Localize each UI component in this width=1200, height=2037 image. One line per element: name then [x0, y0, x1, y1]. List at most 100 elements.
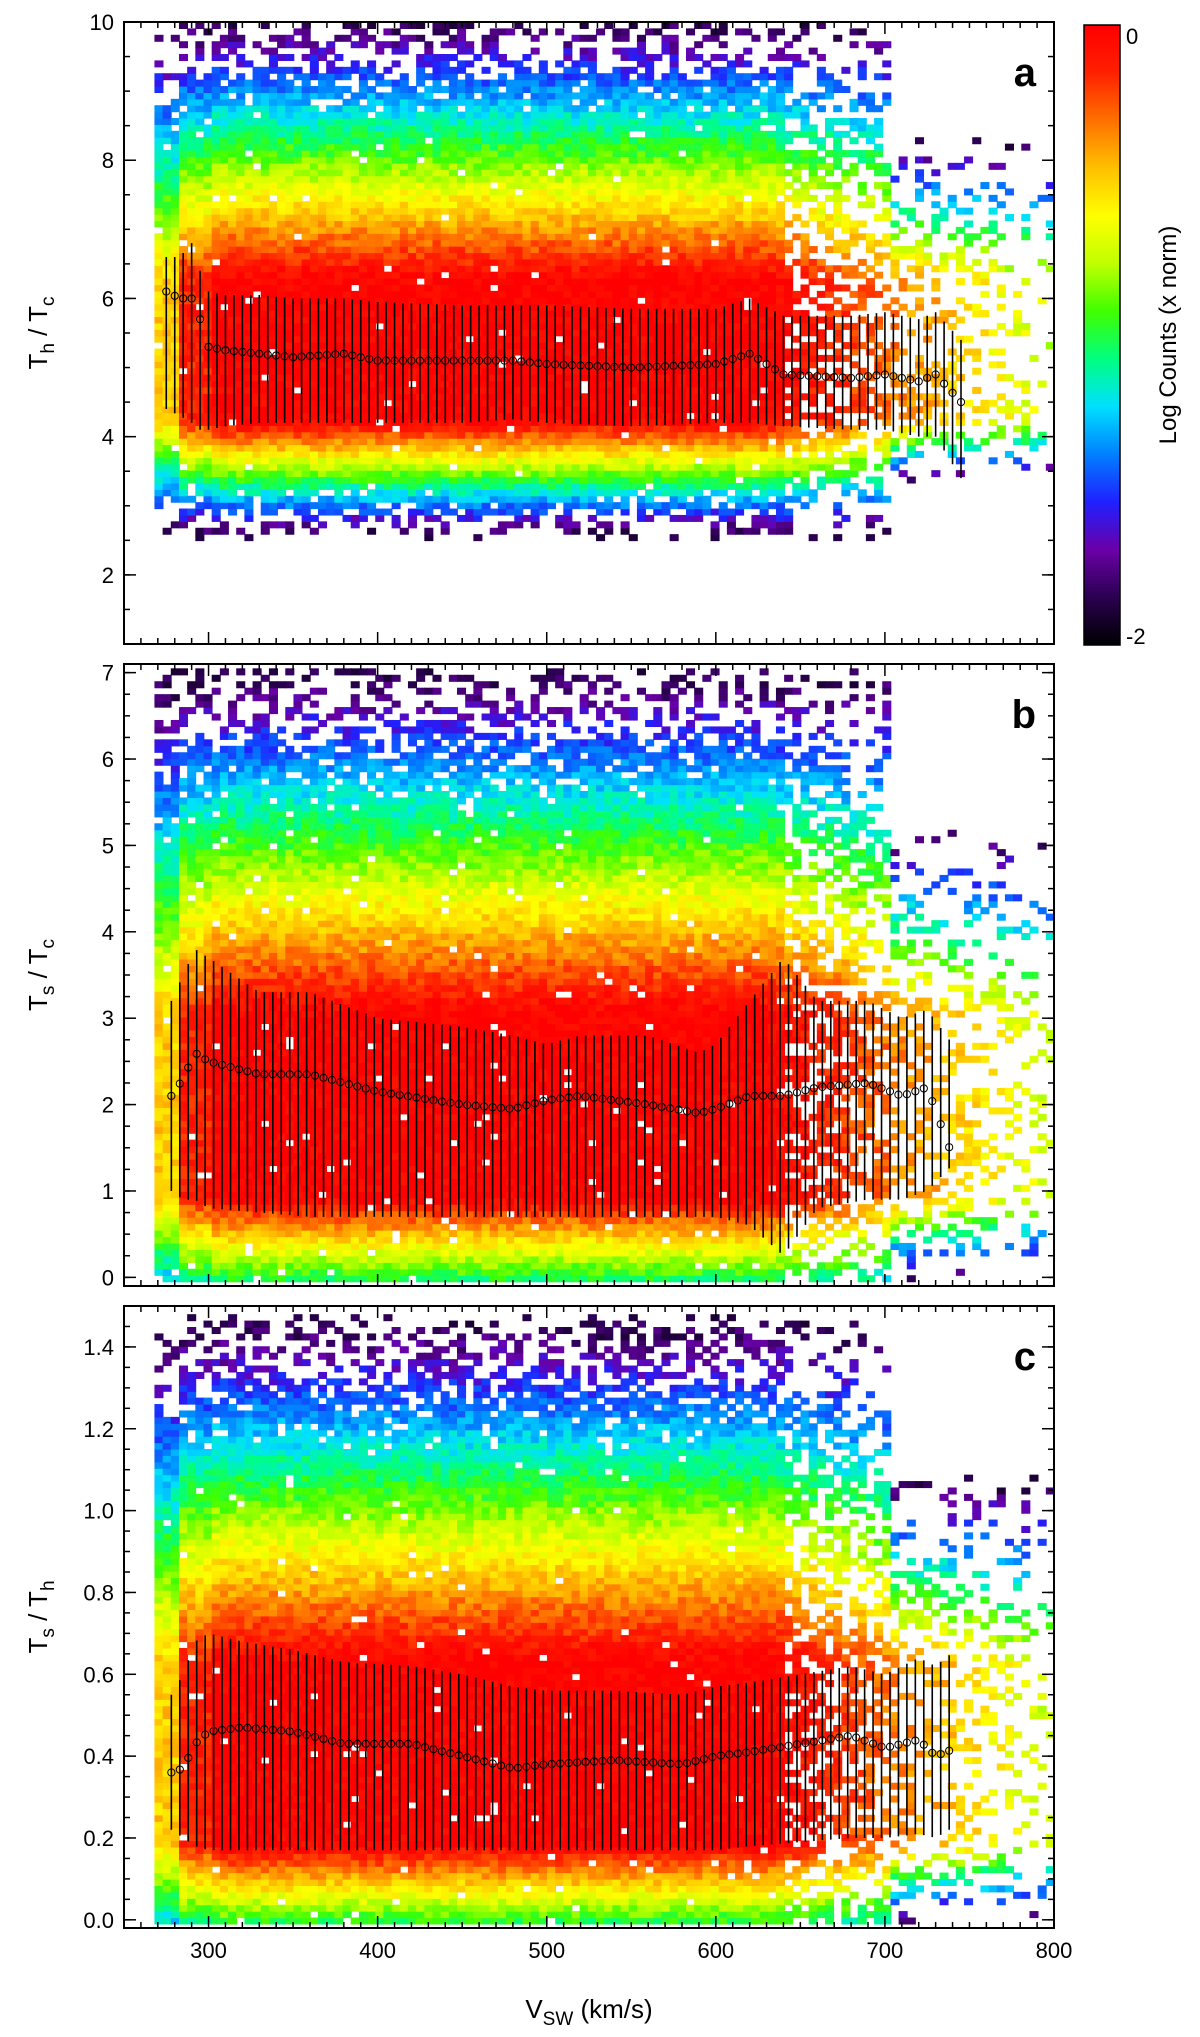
heatmap-cell — [260, 47, 270, 55]
heatmap-cell — [285, 143, 295, 151]
heatmap-cell — [530, 265, 540, 273]
heatmap-cell — [636, 34, 646, 42]
heatmap-cell — [391, 495, 401, 503]
heatmap-cell — [326, 156, 336, 164]
heatmap-cell — [187, 444, 197, 452]
heatmap-cell — [563, 303, 573, 311]
heatmap-cell — [726, 412, 736, 420]
heatmap-cell — [587, 406, 597, 414]
heatmap-cell — [661, 239, 671, 247]
heatmap-cell — [628, 297, 638, 305]
heatmap-cell — [424, 118, 434, 126]
heatmap-cell — [579, 54, 589, 62]
heatmap-cell — [702, 118, 712, 126]
heatmap-cell — [489, 348, 499, 356]
heatmap-cell — [645, 290, 655, 298]
heatmap-cell — [375, 444, 385, 452]
heatmap-cell — [154, 463, 164, 471]
heatmap-cell — [285, 290, 295, 298]
heatmap-cell — [489, 399, 499, 407]
heatmap-cell — [530, 92, 540, 100]
heatmap-cell — [317, 156, 328, 164]
heatmap-cell — [628, 105, 638, 113]
heatmap-cell — [342, 361, 352, 369]
heatmap-cell — [285, 361, 295, 369]
heatmap-cell — [358, 463, 368, 471]
heatmap-cell — [285, 239, 295, 247]
heatmap-cell — [579, 444, 589, 452]
heatmap-cell — [277, 425, 287, 433]
heatmap-cell — [440, 156, 450, 164]
heatmap-cell — [375, 188, 385, 196]
heatmap-cell — [661, 386, 671, 394]
heatmap-cell — [587, 239, 597, 247]
heatmap-cell — [514, 476, 524, 484]
heatmap-cell — [514, 201, 524, 209]
heatmap-cell — [710, 284, 720, 292]
heatmap-cell — [620, 156, 630, 164]
heatmap-cell — [686, 226, 696, 234]
heatmap-cell — [228, 482, 238, 490]
heatmap-cell — [228, 41, 238, 49]
heatmap-cell — [604, 156, 614, 164]
heatmap-cell — [571, 111, 581, 119]
heatmap-cell — [514, 310, 524, 318]
heatmap-cell — [702, 162, 712, 170]
heatmap-cell — [538, 297, 548, 305]
heatmap-cell — [342, 374, 352, 382]
heatmap-cell — [718, 118, 728, 126]
heatmap-cell — [473, 220, 483, 228]
heatmap-cell — [481, 66, 491, 74]
heatmap-cell — [481, 47, 491, 55]
heatmap-cell — [367, 130, 377, 138]
heatmap-cell — [612, 143, 622, 151]
heatmap-cell — [694, 271, 704, 279]
heatmap-cell — [358, 399, 368, 407]
heatmap-cell — [350, 156, 360, 164]
heatmap-cell — [514, 380, 524, 388]
heatmap-cell — [726, 374, 736, 382]
heatmap-cell — [596, 386, 606, 394]
heatmap-cell — [399, 290, 409, 298]
heatmap-cell — [726, 271, 736, 279]
heatmap-cell — [473, 284, 483, 292]
heatmap-cell — [645, 278, 655, 286]
heatmap-cell — [228, 258, 238, 266]
heatmap-cell — [726, 438, 736, 446]
heatmap-cell — [285, 431, 295, 439]
heatmap-cell — [481, 188, 491, 196]
heatmap-cell — [383, 41, 393, 49]
heatmap-cell — [636, 194, 646, 202]
heatmap-cell — [244, 175, 254, 183]
heatmap-cell — [546, 412, 557, 420]
heatmap-cell — [219, 214, 229, 222]
heatmap-cell — [604, 111, 614, 119]
heatmap-cell — [277, 233, 287, 241]
heatmap-cell — [432, 431, 442, 439]
heatmap-cell — [211, 111, 221, 119]
heatmap-cell — [440, 28, 450, 36]
heatmap-cell — [497, 425, 507, 433]
heatmap-cell — [645, 348, 655, 356]
heatmap-cell — [326, 418, 336, 426]
heatmap-cell — [309, 41, 319, 49]
heatmap-cell — [268, 482, 278, 490]
heatmap-cell — [399, 316, 409, 324]
heatmap-cell — [571, 463, 581, 471]
heatmap-cell — [416, 290, 426, 298]
heatmap-cell — [326, 431, 336, 439]
heatmap-cell — [645, 399, 655, 407]
heatmap-cell — [301, 489, 311, 497]
heatmap-cell — [522, 124, 532, 132]
heatmap-cell — [481, 431, 491, 439]
heatmap-cell — [473, 342, 483, 350]
heatmap-cell — [628, 182, 638, 190]
heatmap-cell — [538, 156, 548, 164]
heatmap-cell — [293, 162, 303, 170]
heatmap-cell — [350, 310, 360, 318]
heatmap-cell — [612, 111, 622, 119]
heatmap-cell — [555, 265, 565, 273]
heatmap-cell — [546, 207, 557, 215]
heatmap-cell — [244, 239, 254, 247]
heatmap-cell — [268, 130, 278, 138]
